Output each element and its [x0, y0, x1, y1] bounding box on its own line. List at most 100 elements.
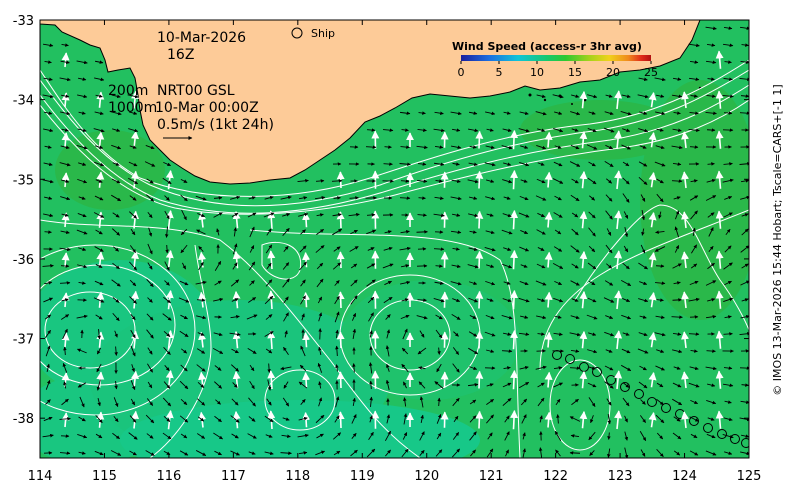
current-arrow — [707, 262, 715, 270]
current-arrow — [741, 298, 749, 302]
current-arrow — [486, 179, 495, 183]
current-arrow — [655, 414, 665, 424]
current-arrow — [672, 398, 683, 406]
current-arrow — [45, 345, 51, 357]
current-arrow — [638, 332, 648, 337]
current-arrow — [77, 348, 87, 354]
current-arrow — [61, 298, 69, 302]
wind-arrow — [614, 370, 623, 390]
current-arrow — [484, 247, 496, 252]
current-arrow — [230, 195, 241, 200]
wind-arrow — [681, 171, 689, 189]
current-arrow — [434, 381, 444, 389]
current-arrow — [61, 213, 69, 217]
current-arrow — [332, 262, 342, 270]
current-arrow — [723, 162, 733, 166]
current-arrow — [468, 128, 479, 133]
current-arrow — [77, 128, 87, 133]
current-arrow — [283, 381, 289, 389]
current-arrow — [673, 366, 681, 370]
current-arrow — [265, 434, 273, 438]
current-arrow — [196, 433, 206, 439]
current-arrow — [673, 281, 681, 285]
wind-arrow — [681, 211, 689, 229]
current-arrow — [369, 330, 373, 338]
current-arrow — [368, 362, 373, 374]
current-arrow — [283, 246, 289, 252]
current-arrow — [77, 77, 87, 81]
current-arrow — [111, 279, 121, 287]
current-arrow — [112, 162, 120, 166]
current-arrow — [112, 212, 120, 218]
current-arrow — [196, 348, 206, 354]
wind-arrow — [544, 411, 553, 428]
current-arrow — [59, 281, 71, 285]
current-arrow — [436, 363, 442, 373]
current-arrow — [94, 77, 105, 82]
current-arrow — [402, 328, 408, 340]
current-arrow — [606, 178, 612, 184]
current-arrow — [689, 60, 699, 64]
current-arrow — [554, 195, 562, 201]
current-arrow — [417, 213, 427, 217]
current-arrow — [469, 281, 478, 285]
current-arrow — [385, 314, 391, 320]
current-arrow — [503, 247, 512, 251]
current-arrow — [605, 210, 613, 220]
current-arrow — [674, 210, 680, 220]
current-arrow — [555, 398, 561, 406]
current-arrow — [164, 210, 170, 220]
current-arrow — [606, 228, 612, 236]
current-arrow — [590, 415, 594, 424]
current-arrow — [724, 245, 732, 253]
wind-arrow — [267, 290, 276, 310]
current-arrow — [587, 262, 597, 270]
current-arrow — [571, 94, 580, 98]
current-arrow — [450, 196, 462, 201]
current-arrow — [468, 213, 479, 218]
current-arrow — [196, 398, 206, 406]
current-arrow — [554, 315, 562, 319]
wind-arrow — [61, 132, 70, 148]
current-arrow — [96, 363, 102, 373]
current-arrow — [520, 264, 528, 268]
current-arrow — [623, 245, 629, 253]
current-arrow — [706, 94, 716, 98]
current-arrow — [707, 298, 716, 302]
current-arrow — [179, 415, 189, 423]
colorbar-title: Wind Speed (access-r 3hr avg) — [452, 40, 642, 53]
wind-arrow — [475, 210, 484, 229]
x-tick-label: 115 — [92, 469, 117, 484]
current-arrow — [570, 434, 580, 438]
current-arrow — [555, 449, 561, 457]
current-arrow — [553, 297, 564, 303]
current-arrow — [705, 366, 717, 371]
current-arrow — [502, 128, 512, 133]
wind-arrow — [475, 410, 484, 429]
current-arrow — [129, 211, 137, 219]
current-arrow — [570, 194, 580, 202]
current-arrow — [622, 161, 630, 167]
current-arrow — [348, 212, 360, 217]
current-arrow — [59, 77, 71, 82]
wind-arrow — [681, 411, 689, 429]
current-arrow — [418, 111, 426, 115]
current-arrow — [365, 145, 377, 149]
current-arrow — [641, 228, 645, 236]
current-arrow — [658, 211, 662, 219]
current-arrow — [639, 315, 647, 319]
current-arrow — [197, 332, 205, 336]
current-arrow — [588, 211, 596, 219]
current-arrow — [42, 179, 54, 184]
current-arrow — [281, 434, 291, 438]
current-arrow — [164, 195, 170, 201]
y-tick-label: -35 — [13, 173, 34, 188]
current-arrow — [95, 264, 103, 268]
current-arrow — [552, 262, 564, 270]
wind-arrow — [614, 330, 623, 350]
current-arrow — [129, 195, 137, 201]
y-tick-label: -33 — [13, 14, 34, 29]
current-arrow — [535, 280, 547, 286]
current-arrow — [674, 245, 680, 253]
current-arrow — [78, 111, 86, 115]
